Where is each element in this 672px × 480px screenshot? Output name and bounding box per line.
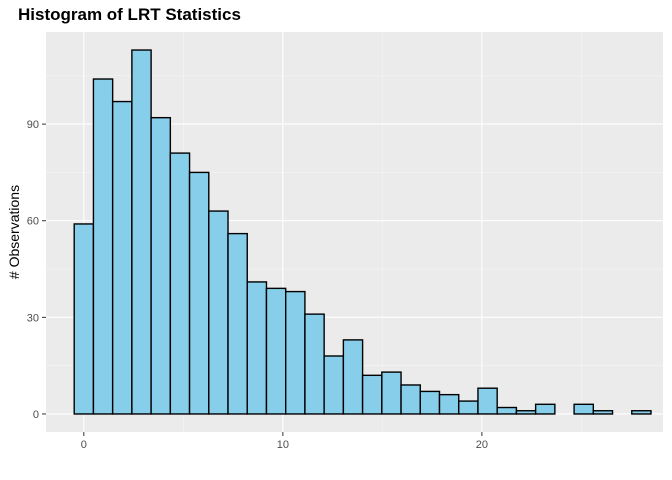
y-axis: 0 30 60 90 bbox=[27, 119, 46, 421]
histogram-bar bbox=[419, 390, 441, 415]
histogram-bar bbox=[92, 78, 114, 415]
histogram-bar bbox=[458, 400, 479, 415]
x-tick-label: 0 bbox=[81, 439, 87, 451]
x-tick-label: 20 bbox=[476, 439, 488, 451]
histogram-bar bbox=[515, 410, 537, 415]
histogram-bar bbox=[323, 355, 345, 415]
y-tick-label: 90 bbox=[27, 119, 39, 131]
histogram-bar bbox=[111, 100, 133, 415]
histogram-bar bbox=[284, 290, 306, 415]
histogram-bar bbox=[169, 152, 191, 415]
histogram-bar bbox=[227, 232, 248, 415]
y-tick-label: 60 bbox=[27, 216, 39, 228]
histogram-bar bbox=[496, 406, 518, 415]
histogram-bar bbox=[381, 371, 402, 415]
histogram-bar bbox=[342, 339, 364, 415]
histogram-bar bbox=[477, 387, 498, 415]
histogram-bar bbox=[631, 410, 652, 415]
y-axis-label: # Observations bbox=[6, 185, 22, 279]
y-tick-label: 0 bbox=[33, 409, 39, 421]
histogram-bar bbox=[361, 374, 383, 415]
histogram-bar bbox=[73, 223, 95, 415]
histogram-bar bbox=[534, 403, 556, 415]
histogram-bar bbox=[400, 384, 421, 415]
y-tick-label: 30 bbox=[27, 312, 39, 324]
histogram-bar bbox=[188, 171, 210, 415]
histogram-bar bbox=[438, 393, 460, 415]
histogram-bar bbox=[573, 403, 595, 415]
x-tick-label: 10 bbox=[277, 439, 289, 451]
histogram-bar bbox=[304, 313, 325, 415]
histogram-bars bbox=[73, 49, 652, 415]
histogram-bar bbox=[150, 116, 172, 415]
chart-title: Histogram of LRT Statistics bbox=[18, 5, 241, 24]
histogram-bar bbox=[246, 281, 268, 415]
histogram-bar bbox=[131, 49, 152, 415]
x-axis: 0 10 20 bbox=[81, 432, 488, 451]
histogram-bar bbox=[265, 287, 287, 415]
histogram-bar bbox=[592, 410, 614, 415]
histogram-bar bbox=[208, 210, 229, 415]
